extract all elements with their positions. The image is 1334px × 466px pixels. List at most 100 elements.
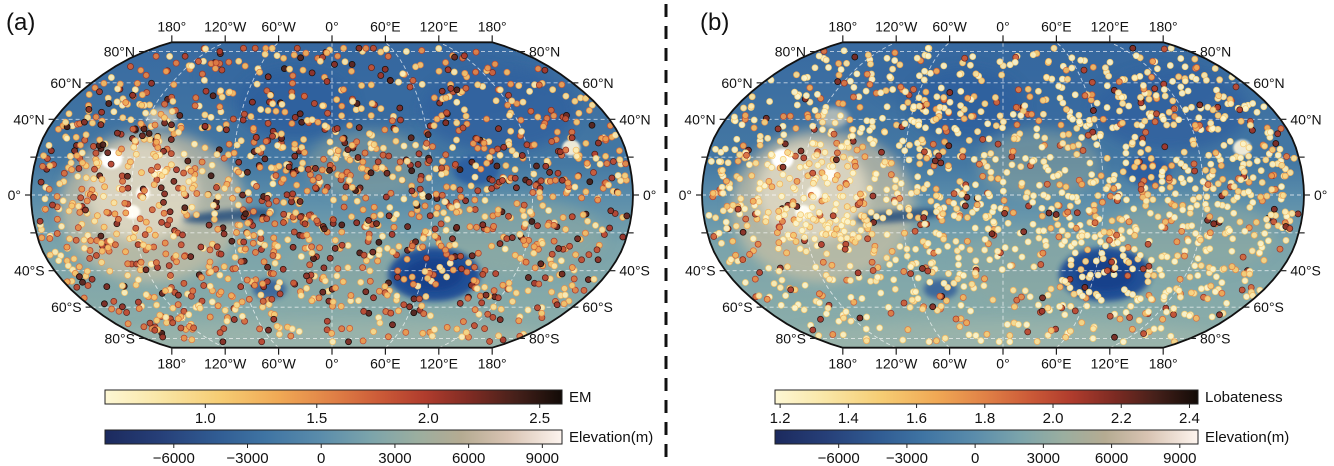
crater-marker	[986, 256, 994, 264]
crater-marker	[1126, 314, 1133, 321]
crater-marker	[535, 81, 543, 89]
crater-marker	[1108, 217, 1116, 225]
crater-marker	[172, 59, 180, 67]
crater-marker	[332, 284, 339, 292]
crater-marker	[1071, 249, 1079, 257]
crater-marker	[935, 127, 943, 135]
crater-marker	[853, 70, 861, 78]
crater-marker	[299, 66, 307, 74]
crater-marker	[228, 237, 236, 245]
crater-marker	[1052, 211, 1060, 218]
crater-marker	[412, 63, 419, 71]
crater-marker	[1214, 200, 1222, 208]
crater-marker	[839, 100, 847, 108]
crater-marker	[863, 313, 871, 321]
crater-marker	[113, 98, 121, 106]
crater-marker	[1149, 196, 1157, 203]
crater-marker	[1276, 245, 1284, 253]
crater-marker	[528, 218, 536, 225]
crater-marker	[368, 100, 376, 107]
crater-marker	[575, 109, 583, 117]
crater-marker	[101, 183, 108, 191]
crater-marker	[1132, 52, 1140, 60]
crater-marker	[840, 79, 848, 87]
crater-marker	[847, 293, 855, 301]
crater-marker	[1171, 258, 1179, 265]
crater-marker	[584, 217, 591, 225]
crater-marker	[359, 264, 366, 271]
crater-marker	[748, 102, 755, 110]
crater-marker	[960, 272, 967, 279]
crater-marker	[209, 92, 217, 100]
crater-marker	[334, 52, 341, 60]
crater-marker	[965, 137, 973, 144]
crater-marker	[460, 318, 467, 325]
crater-marker	[400, 301, 408, 309]
crater-marker	[377, 72, 385, 79]
crater-marker	[216, 271, 224, 279]
crater-marker	[999, 187, 1007, 195]
crater-marker	[1142, 197, 1150, 205]
crater-marker	[886, 261, 893, 268]
crater-marker	[1106, 229, 1113, 236]
crater-points-layer-b	[705, 44, 1302, 346]
crater-marker	[279, 143, 287, 151]
crater-marker	[214, 193, 222, 201]
crater-marker	[1125, 259, 1133, 266]
crater-marker	[478, 299, 486, 307]
crater-marker	[191, 140, 198, 148]
crater-marker	[507, 80, 515, 88]
crater-marker	[1081, 92, 1089, 99]
crater-marker	[124, 260, 132, 268]
terrain-tyrrhena-terra-light	[1106, 198, 1277, 275]
crater-marker	[110, 108, 118, 116]
crater-marker	[1010, 135, 1018, 143]
crater-marker	[124, 272, 132, 279]
crater-marker	[387, 189, 395, 197]
crater-marker	[821, 174, 829, 181]
crater-marker	[517, 116, 525, 124]
crater-marker	[221, 185, 228, 192]
crater-marker	[293, 44, 301, 52]
crater-marker	[585, 107, 593, 114]
crater-marker	[616, 147, 623, 155]
crater-marker	[981, 236, 989, 243]
crater-marker	[1088, 79, 1096, 86]
crater-marker	[732, 251, 739, 259]
crater-marker	[442, 151, 450, 159]
crater-marker	[536, 189, 543, 196]
crater-marker	[66, 235, 73, 243]
crater-marker	[915, 94, 923, 102]
crater-marker	[742, 112, 749, 119]
crater-marker	[1150, 272, 1158, 279]
crater-marker	[1151, 118, 1159, 126]
crater-marker	[257, 235, 265, 242]
crater-marker	[968, 280, 976, 288]
crater-marker	[1196, 101, 1204, 109]
crater-marker	[449, 235, 456, 243]
crater-marker	[84, 232, 92, 239]
crater-marker	[1111, 333, 1118, 341]
crater-marker	[346, 325, 354, 332]
crater-marker	[940, 235, 947, 243]
crater-marker	[261, 50, 269, 58]
crater-marker	[1211, 288, 1219, 296]
crater-marker	[971, 269, 979, 277]
crater-marker	[272, 197, 280, 205]
crater-marker	[374, 158, 382, 166]
crater-marker	[1077, 56, 1085, 64]
crater-marker	[984, 225, 992, 233]
crater-marker	[1186, 176, 1194, 183]
crater-marker	[1181, 252, 1188, 260]
crater-marker	[442, 246, 449, 254]
crater-marker	[896, 243, 904, 250]
crater-marker	[265, 301, 273, 308]
crater-marker	[1140, 330, 1147, 337]
crater-marker	[1062, 333, 1069, 341]
crater-marker	[169, 319, 177, 327]
lat-tick-label: 40°N	[13, 111, 44, 127]
crater-marker	[775, 214, 782, 221]
crater-marker	[987, 150, 995, 157]
crater-marker	[1072, 224, 1080, 232]
crater-marker	[1129, 265, 1136, 273]
